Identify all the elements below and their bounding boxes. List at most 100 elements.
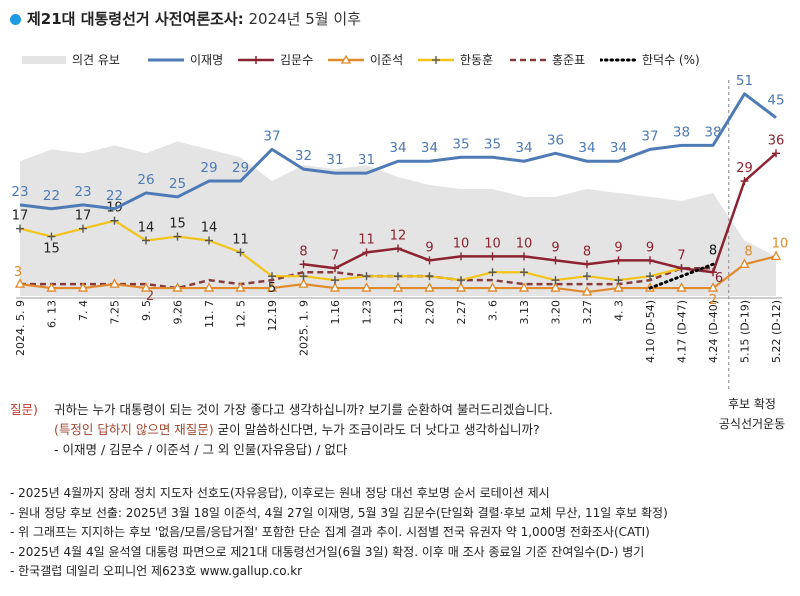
side-notes: 후보 확정 공식선거운동 [712,394,792,434]
x-tick-label: 3.27 [581,300,594,325]
question-label: 질문) [10,402,38,417]
x-tick-label: 2.27 [455,300,468,325]
lee_js-point-marker [550,282,561,292]
lee_jm-data-label: 29 [200,160,217,176]
x-tick-label: 2.20 [424,300,437,325]
question-text-1: 귀하는 누가 대통령이 되는 것이 가장 좋다고 생각하십니까? 보기를 순환하… [54,402,553,417]
title-bullet-icon [10,14,21,25]
lee_jm-data-label: 37 [263,128,280,144]
election-poll-chart: 2024. 5. 9 6. 13 7. 4 7.25 9. 5 9.26 11. 7 12. … [11,73,789,392]
lee_jm-data-label: 34 [515,140,532,156]
lee_js-point-marker [455,282,467,292]
x-tick-label: 9. 5 [140,300,153,321]
lee_js-point-marker [329,282,341,292]
x-tick-label: 2.13 [392,300,405,325]
legend-label-kim-ms: 김문수 [280,53,314,67]
legend-swatch-han-dh [418,56,454,64]
legend-label-han-dh: 한동훈 [460,53,494,67]
legend-swatch-lee-js [328,55,364,64]
han_dh-data-label: 15 [169,217,186,232]
question-line-3: - 이재명 / 김문수 / 이준석 / 그 외 인물(자유응답) / 없다 [10,440,553,460]
lee_js-point-marker [424,282,435,292]
lee_js-point-marker [739,258,750,268]
lee_jm-data-label: 51 [736,73,753,89]
x-tick-label: 6. 13 [46,300,59,328]
lee_js-point-marker [361,282,372,292]
kim_ms-data-label: 8 [299,244,307,259]
han_ds-data-label: 8 [709,243,717,258]
kim_ms-data-label: 7 [331,248,339,263]
kim_ms-data-label: 9 [646,240,654,255]
lee_js-data-label: 2 [709,293,717,308]
x-tick-label: 4.10 (D-54) [644,300,657,363]
chart-title: 제21대 대통령선거 사전여론조사: 2024년 5월 이후 [10,8,361,29]
x-tick-label: 3.13 [518,300,531,325]
kim_ms-data-label: 10 [484,236,501,251]
title-main: 제21대 대통령선거 사전여론조사: [27,10,244,28]
lee_js-point-marker [613,282,624,292]
x-tick-label: 1.23 [361,300,374,325]
lee_jm-data-label: 32 [295,148,312,164]
x-tick-label: 7.25 [109,300,122,325]
lee_jm-data-label: 25 [169,176,186,192]
lee_jm-series-line [19,92,777,211]
footnote-5: - 한국갤럽 데일리 오피니언 제623호 www.gallup.co.kr [10,564,303,578]
footnote-3: - 위 그래프는 지지하는 후보 '없음/모름/응답거절' 포함한 단순 집계 … [10,525,650,539]
kim_ms-data-label: 6 [715,271,723,286]
lee_jm-data-label: 45 [767,93,784,109]
lee_js-point-marker [392,282,404,292]
han_dh-data-label: 14 [138,221,155,236]
lee_js-point-marker [235,282,246,292]
question-line-1: 질문) 귀하는 누가 대통령이 되는 것이 가장 좋다고 생각하십니까? 보기를 … [10,400,553,420]
question-line-2: (특정인 답하지 않으면 재질문) 굳이 말씀하신다면, 누가 조금이라도 더 … [10,420,553,440]
kim_ms-data-label: 11 [358,232,375,247]
footnotes: - 2025년 4월까지 장래 정치 지도자 선호도(자유응답), 이후로는 원… [10,484,668,582]
question-text-2-red: (특정인 답하지 않으면 재질문) [54,422,214,437]
kim_ms-data-label: 10 [453,236,470,251]
legend-label-undecided: 의견 유보 [72,53,120,67]
lee_jm-data-label: 34 [389,140,406,156]
han_dh-data-label: 5 [268,281,276,296]
x-tick-label: 5.22 (D-12) [770,300,783,363]
lee_js-point-marker [109,278,120,288]
lee_jm-data-label: 31 [326,152,343,168]
lee_js-data-label: 3 [14,265,22,280]
title-sub: 2024년 5월 이후 [248,10,361,28]
lee_js-point-marker [172,282,183,292]
x-tick-label: 4.24 (D-40) [707,300,720,363]
x-tick-label: 12. 5 [235,300,248,328]
legend-swatch-han-ds [600,58,638,62]
lee_jm-data-label: 34 [578,140,595,156]
kim_ms-data-label: 10 [516,236,533,251]
kim_ms-data-label: 12 [390,228,407,243]
han_dh-series-line [19,219,682,282]
lee_jm-data-label: 26 [137,172,154,188]
lee_js-point-marker [77,282,89,292]
x-tick-label: 2025. 1. 9 [298,300,311,356]
kim_ms-data-label: 29 [736,161,753,176]
legend-label-han-ds: 한덕수 (%) [642,53,700,67]
x-tick-label: 1.16 [329,300,342,325]
lee_js-point-marker [46,282,57,292]
hong_jp-data-label: 2 [146,289,154,304]
lee_jm-data-label: 23 [11,184,28,200]
han_ds-series-line [648,262,715,290]
han_dh-data-label: 11 [232,232,249,247]
lee_jm-data-label: 38 [673,124,690,140]
lee_jm-data-label: 36 [547,132,564,148]
lee_js-point-marker [266,282,278,292]
kim_ms-data-label: 9 [614,240,622,255]
lee_js-data-label: 10 [772,236,789,251]
lee_js-point-marker [581,286,593,296]
lee_js-point-marker [676,282,687,292]
legend-swatch-undecided [22,56,66,64]
legend-swatch-hong-jp [510,58,546,62]
lee_jm-data-label: 23 [74,184,91,200]
lee_js-point-marker [518,282,530,292]
footnote-1: - 2025년 4월까지 장래 정치 지도자 선호도(자유응답), 이후로는 원… [10,486,550,500]
lee_jm-data-label: 29 [232,160,249,176]
x-tick-label: 5.15 (D-19) [739,300,752,363]
kim_ms-data-label: 7 [677,248,685,263]
question-text-2: 굳이 말씀하신다면, 누가 조금이라도 더 낫다고 생각하십니까? [213,422,540,437]
legend-label-lee-js: 이준석 [370,53,404,67]
